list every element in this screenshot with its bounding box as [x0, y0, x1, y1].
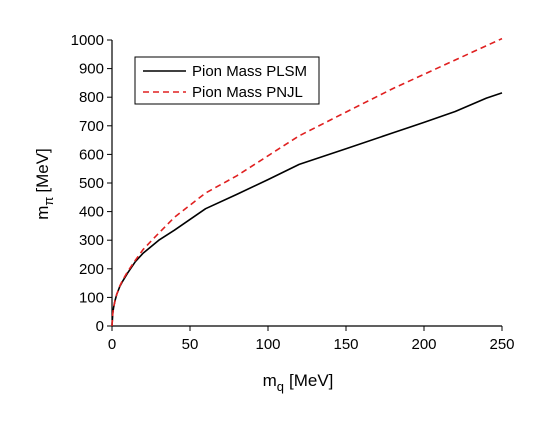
y-tick-label: 1000 [71, 32, 104, 49]
series-layer [111, 37, 503, 327]
x-tick-label: 100 [255, 336, 280, 353]
legend-label-plsm: Pion Mass PLSM [192, 63, 307, 80]
x-tick-label: 50 [182, 336, 199, 353]
axis-ticks: 0 50 100 150 200 250 0 100 200 300 400 500 600 700 800… [71, 32, 515, 353]
y-tick-label: 200 [79, 261, 104, 278]
y-tick-label: 700 [79, 118, 104, 135]
y-tick-label: 600 [79, 146, 104, 163]
y-tick-label: 400 [79, 204, 104, 221]
y-tick-label: 100 [79, 289, 104, 306]
series-line-plsm [111, 92, 503, 327]
x-tick-label: 250 [489, 336, 514, 353]
y-axis-title: mπ [MeV] [33, 148, 56, 220]
x-tick-label: 200 [411, 336, 436, 353]
y-tick-label: 900 [79, 61, 104, 78]
x-axis-title: mq [MeV] [263, 371, 334, 394]
x-axis-title-unit: [MeV] [289, 371, 333, 390]
legend-label-pnjl: Pion Mass PNJL [192, 84, 303, 101]
x-axis-title-sub: q [277, 379, 284, 394]
y-tick-label: 800 [79, 89, 104, 106]
y-tick-label: 300 [79, 232, 104, 249]
y-axis-title-main: m [33, 206, 52, 220]
legend: Pion Mass PLSM Pion Mass PNJL [134, 56, 320, 105]
series-line-pnjl [111, 37, 503, 327]
legend-box [134, 56, 320, 105]
x-axis-title-main: m [263, 371, 277, 390]
y-tick-label: 0 [96, 318, 104, 335]
y-axis-title-unit: [MeV] [33, 148, 52, 192]
x-tick-label: 150 [333, 336, 358, 353]
x-tick-label: 0 [108, 336, 116, 353]
y-axis-title-sub: π [41, 197, 56, 206]
y-tick-label: 500 [79, 175, 104, 192]
